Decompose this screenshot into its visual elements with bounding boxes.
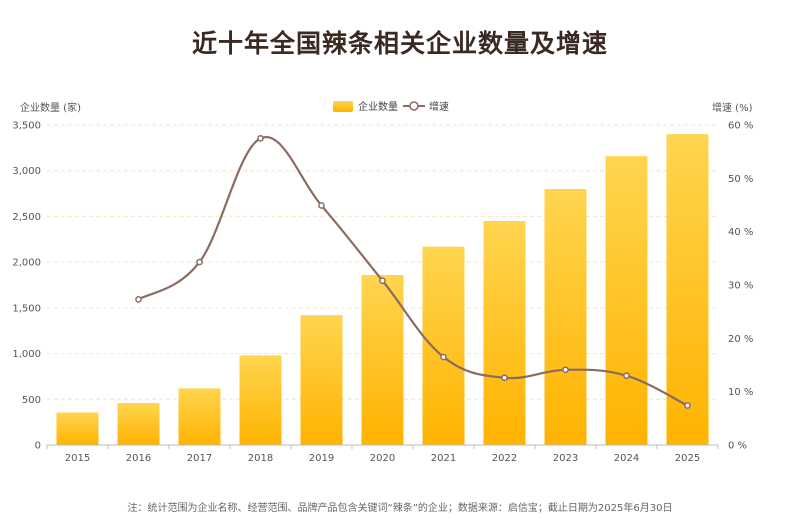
growth-point — [684, 402, 691, 409]
bar — [361, 274, 404, 445]
x-tick-label: 2025 — [675, 453, 700, 464]
x-tick-label: 2017 — [187, 453, 212, 464]
y2-tick-label: 0 % — [728, 441, 747, 452]
legend: 企业数量 增速 — [333, 100, 449, 113]
legend-swatch-bar — [333, 101, 353, 112]
y2-tick-label: 10 % — [728, 387, 753, 398]
x-tick-label: 2019 — [309, 453, 334, 464]
growth-point — [379, 277, 386, 285]
y2-tick-label: 20 % — [728, 334, 753, 345]
bars — [56, 134, 709, 446]
bar — [178, 388, 221, 445]
growth-point — [196, 258, 203, 266]
growth-point — [562, 366, 569, 374]
x-tick-label: 2021 — [431, 453, 456, 464]
legend-label-bar: 企业数量 — [358, 100, 398, 113]
x-tick-label: 2023 — [553, 453, 578, 464]
x-tick-label: 2022 — [492, 453, 517, 464]
y2-tick-label: 30 % — [728, 281, 753, 292]
axes: 企业数量 (家) 增速 (%) 0 500 1,000 1,500 2,000 2,500… — [12, 101, 753, 464]
growth-line-path — [137, 135, 688, 407]
bar — [117, 402, 160, 445]
footnote: 注：统计范围为企业名称、经营范围、品牌产品包含关键词“辣条”的企业；数据来源：启… — [127, 503, 673, 514]
y-tick-label: 2,500 — [12, 212, 41, 223]
bar — [239, 355, 282, 445]
legend-label-line: 增速 — [429, 100, 449, 113]
y-tick-label: 0 — [35, 441, 41, 452]
y-tick-label: 3,000 — [12, 166, 41, 177]
x-tick-label: 2016 — [126, 453, 151, 464]
growth-point — [501, 374, 508, 382]
growth-point — [257, 134, 264, 142]
x-tick-label: 2018 — [248, 453, 273, 464]
y2-tick-label: 60 % — [728, 121, 753, 132]
growth-point — [623, 372, 630, 380]
bar — [56, 412, 99, 445]
y2-tick-label: 40 % — [728, 227, 753, 238]
y-tick-label: 1,000 — [12, 349, 41, 360]
growth-line — [135, 134, 691, 409]
bar — [666, 134, 709, 445]
chart-title: 近十年全国辣条相关企业数量及增速 — [191, 29, 608, 58]
x-tick-label: 2024 — [614, 453, 639, 464]
legend-line-marker — [409, 101, 419, 111]
y2-axis-title: 增速 (%) — [712, 101, 753, 114]
bar — [544, 189, 587, 445]
growth-point — [318, 202, 325, 209]
y2-tick-label: 50 % — [728, 174, 753, 185]
bar — [300, 315, 343, 445]
growth-point — [440, 353, 447, 361]
x-tick-label: 2015 — [65, 453, 90, 464]
growth-point — [135, 296, 142, 303]
bar — [483, 221, 526, 445]
x-tick-label: 2020 — [370, 453, 395, 464]
y-axis-title: 企业数量 (家) — [20, 101, 81, 114]
y-tick-label: 2,000 — [12, 258, 41, 269]
y-tick-label: 500 — [22, 395, 41, 406]
y-tick-label: 1,500 — [12, 303, 41, 314]
bar — [422, 246, 465, 445]
bar — [605, 156, 648, 446]
y-tick-label: 3,500 — [12, 121, 41, 132]
